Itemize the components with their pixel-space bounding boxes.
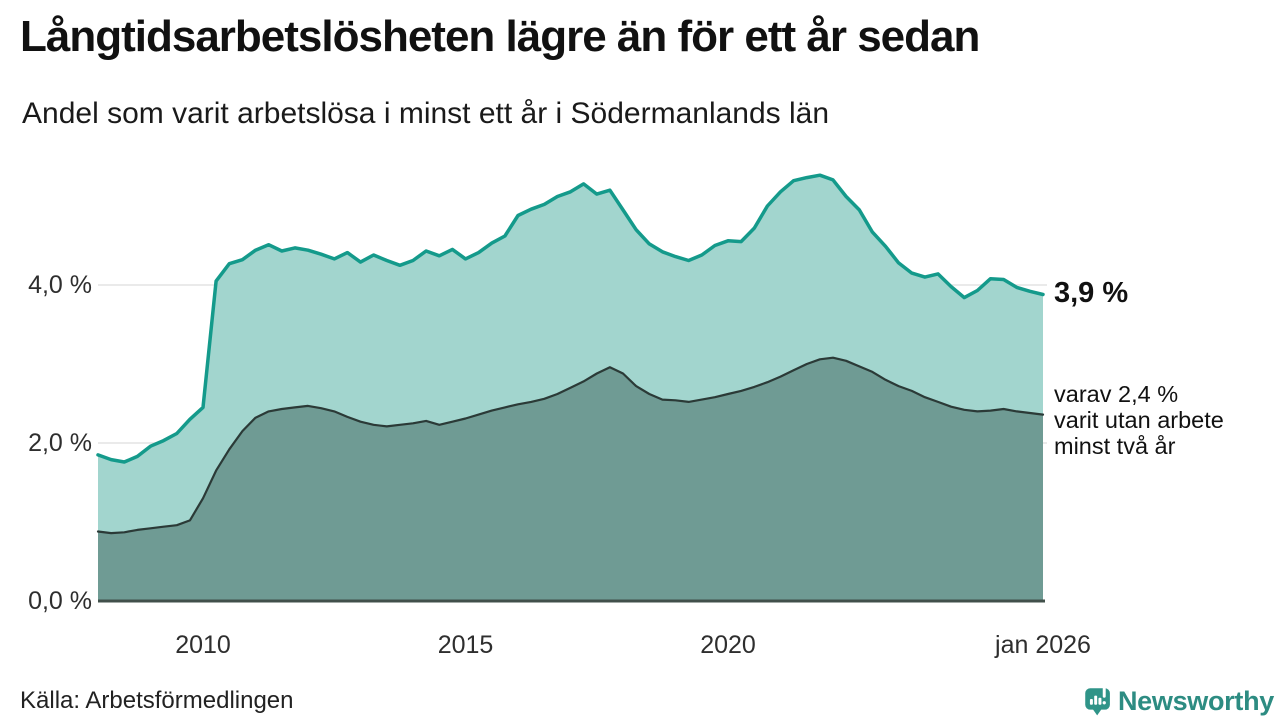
annotation-subset-line1: varav 2,4 % (1054, 380, 1179, 407)
y-axis-tick-label: 0,0 % (28, 587, 92, 615)
line-minst-tva-ar (96, 356, 1045, 535)
area-minst-tva-ar (98, 357, 1043, 601)
x-axis-tick-label: 2010 (175, 631, 231, 659)
brand-logo: Newsworthy (1084, 682, 1274, 720)
annotation-subset-line2: varit utan arbete (1054, 406, 1224, 433)
page-subtitle: Andel som varit arbetslösa i minst ett å… (22, 97, 830, 130)
page-title: Långtidsarbetslösheten lägre än för ett … (20, 12, 980, 61)
y-axis-tick-label: 4,0 % (28, 271, 92, 299)
x-axis-tick-label: 2015 (437, 631, 494, 659)
brand-name: Newsworthy (1117, 685, 1274, 716)
x-axis-tick-label: jan 2026 (995, 631, 1091, 659)
newsworthy-icon (1085, 687, 1110, 716)
annotation-total-value: 3,9 % (1054, 277, 1129, 310)
y-axis-tick-label: 2,0 % (28, 429, 92, 457)
annotation-subset-value: varav 2,4 % varit utan arbete minst två … (1054, 381, 1224, 459)
line-minst-ett-ar (96, 173, 1045, 464)
source-note: Källa: Arbetsförmedlingen (20, 687, 294, 714)
annotation-subset-line3: minst två år (1054, 432, 1176, 459)
x-axis-tick-label: 2020 (700, 631, 756, 659)
